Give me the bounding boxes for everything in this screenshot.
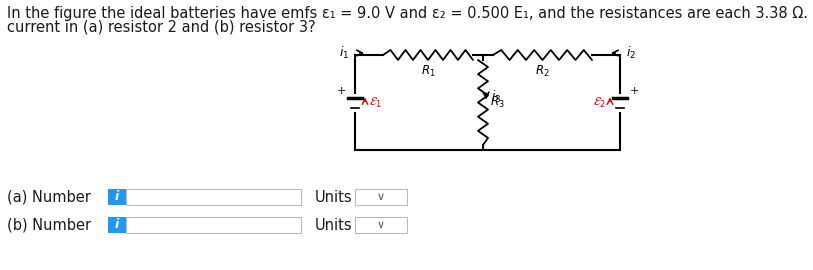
FancyBboxPatch shape: [126, 189, 301, 205]
Text: +: +: [629, 86, 639, 96]
Text: Units: Units: [315, 190, 353, 204]
Text: ∨: ∨: [377, 220, 385, 230]
Text: $\mathcal{E}_1$: $\mathcal{E}_1$: [369, 96, 382, 110]
Text: $R_3$: $R_3$: [490, 95, 505, 110]
Text: $\mathcal{E}_2$: $\mathcal{E}_2$: [593, 96, 606, 110]
Text: $i_1$: $i_1$: [339, 45, 349, 61]
Text: ∨: ∨: [377, 192, 385, 202]
Text: $i_2$: $i_2$: [626, 45, 636, 61]
Text: +: +: [337, 86, 346, 96]
FancyBboxPatch shape: [355, 189, 407, 205]
Text: $R_1$: $R_1$: [420, 64, 435, 79]
FancyBboxPatch shape: [108, 189, 126, 205]
FancyBboxPatch shape: [126, 217, 301, 233]
Text: i: i: [115, 218, 120, 231]
Text: i: i: [115, 191, 120, 204]
Text: (a) Number: (a) Number: [7, 190, 91, 204]
Text: (b) Number: (b) Number: [7, 218, 91, 232]
FancyBboxPatch shape: [108, 217, 126, 233]
Text: $R_2$: $R_2$: [535, 64, 550, 79]
Text: current in (a) resistor 2 and (b) resistor 3?: current in (a) resistor 2 and (b) resist…: [7, 20, 315, 35]
Text: Units: Units: [315, 218, 353, 232]
Text: In the figure the ideal batteries have emfs ε₁ = 9.0 V and ε₂ = 0.500 E₁, and th: In the figure the ideal batteries have e…: [7, 6, 813, 21]
FancyBboxPatch shape: [355, 217, 407, 233]
Text: $i_3$: $i_3$: [491, 89, 502, 104]
